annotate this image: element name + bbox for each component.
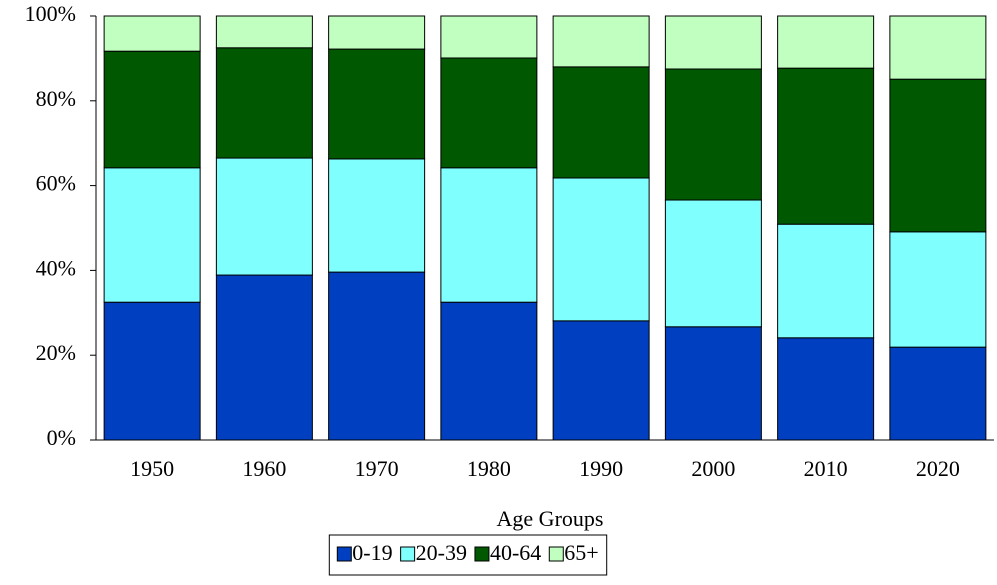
y-tick-label: 60% [36, 171, 76, 196]
bar-segment [328, 15, 426, 50]
bar-segment [215, 157, 313, 276]
bar-segment [889, 231, 987, 348]
bar-segment [777, 15, 875, 69]
bar-segment [664, 199, 762, 328]
bar-segment [440, 15, 538, 59]
bar-segment [664, 15, 762, 70]
y-tick-label: 20% [36, 340, 76, 365]
bar-segment [777, 67, 875, 225]
bar-segment [103, 50, 201, 169]
bar-segment [215, 47, 313, 159]
bar-segment [440, 57, 538, 169]
legend-label: 20-39 [416, 540, 467, 565]
y-tick-label: 40% [36, 255, 76, 280]
x-tick-label: 2010 [804, 456, 848, 481]
bar-segment [103, 301, 201, 441]
x-axis-label: Age Groups [497, 506, 604, 531]
y-tick-label: 0% [47, 425, 76, 450]
bar-segment [552, 15, 650, 68]
legend-label: 65+ [564, 540, 598, 565]
x-tick-label: 1980 [467, 456, 511, 481]
legend-label: 40-64 [490, 540, 541, 565]
bar-segment [215, 274, 313, 441]
bar-segment [552, 66, 650, 179]
legend-swatch [548, 546, 564, 562]
x-tick-label: 1990 [579, 456, 623, 481]
bar-segment [889, 15, 987, 80]
bar-segment [552, 320, 650, 441]
legend-swatch [474, 546, 490, 562]
bar-segment [328, 271, 426, 441]
bar-segment [215, 15, 313, 49]
legend-label: 0-19 [352, 540, 392, 565]
bar-segment [328, 158, 426, 273]
bar-segment [328, 48, 426, 160]
x-tick-label: 2020 [916, 456, 960, 481]
x-tick-label: 1960 [242, 456, 286, 481]
bar-segment [103, 15, 201, 52]
bar-segment [664, 326, 762, 441]
legend-swatch [400, 546, 416, 562]
bar-segment [664, 68, 762, 201]
bar-segment [552, 177, 650, 322]
bar-segment [777, 337, 875, 441]
x-tick-label: 1970 [355, 456, 399, 481]
bar-segment [889, 346, 987, 441]
legend-swatch [336, 546, 352, 562]
bar-segment [777, 223, 875, 339]
bar-segment [103, 167, 201, 303]
x-tick-label: 2000 [691, 456, 735, 481]
x-tick-label: 1950 [130, 456, 174, 481]
bar-segment [889, 78, 987, 233]
bar-segment [440, 301, 538, 441]
bar-segment [440, 167, 538, 303]
y-tick-label: 80% [36, 86, 76, 111]
y-tick-label: 100% [25, 1, 76, 26]
